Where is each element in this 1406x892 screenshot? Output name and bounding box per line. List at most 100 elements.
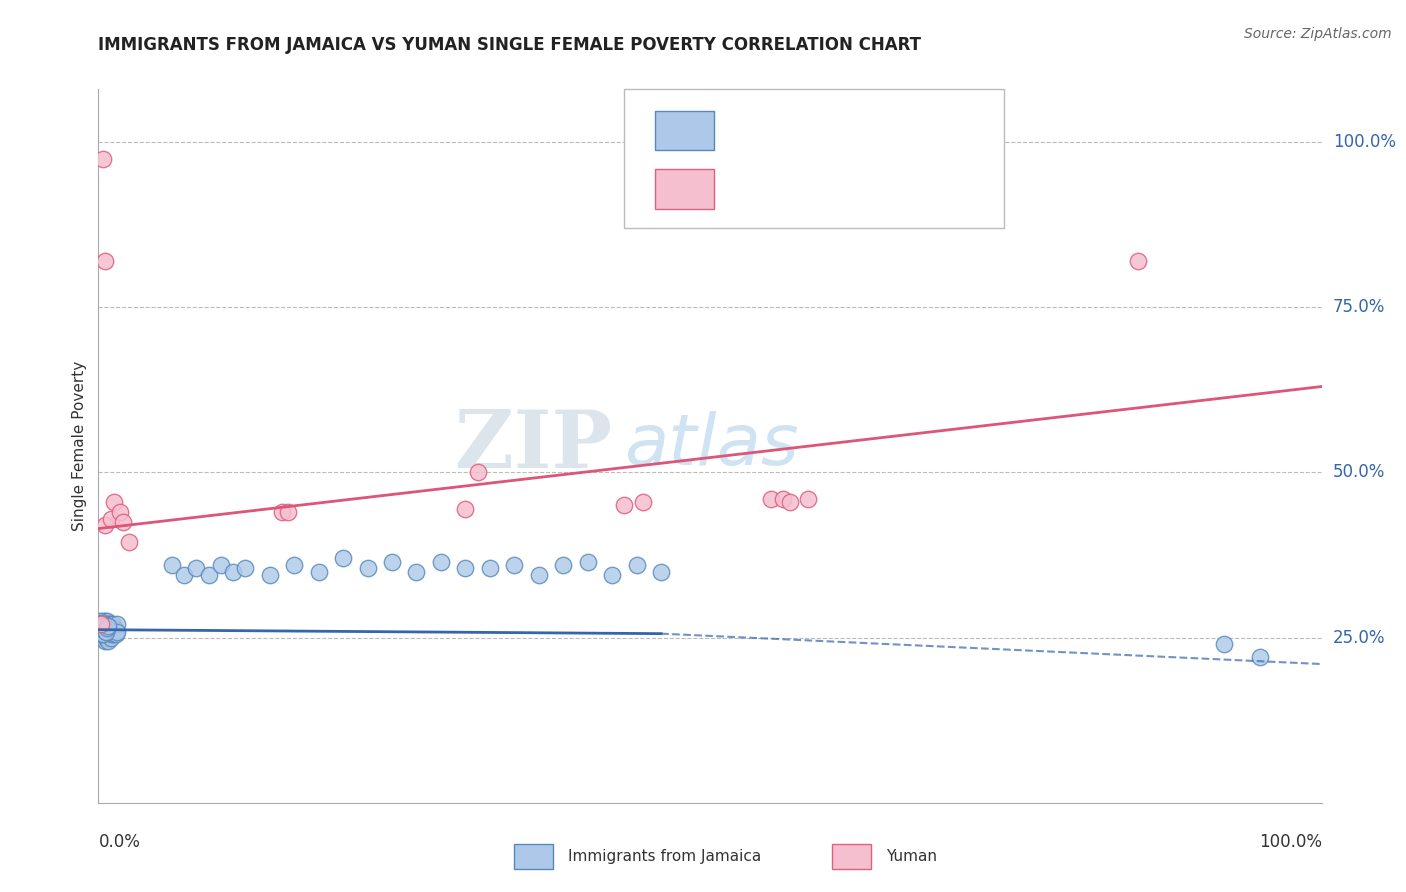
- Point: [101, 624, 124, 638]
- Point: [90, 618, 112, 632]
- Text: Source: ZipAtlas.com: Source: ZipAtlas.com: [1244, 27, 1392, 41]
- Point: [90, 617, 112, 632]
- Point: [118, 534, 141, 549]
- Point: [98, 617, 121, 632]
- Point: [259, 567, 281, 582]
- Point: [103, 621, 125, 635]
- FancyBboxPatch shape: [832, 844, 872, 869]
- Text: ZIP: ZIP: [456, 407, 612, 485]
- Point: [160, 558, 183, 572]
- Point: [356, 561, 378, 575]
- Point: [91, 624, 114, 638]
- Text: IMMIGRANTS FROM JAMAICA VS YUMAN SINGLE FEMALE POVERTY CORRELATION CHART: IMMIGRANTS FROM JAMAICA VS YUMAN SINGLE …: [98, 36, 921, 54]
- Point: [96, 627, 118, 641]
- Point: [101, 621, 124, 635]
- Point: [100, 511, 122, 525]
- Point: [91, 627, 114, 641]
- Point: [93, 254, 115, 268]
- Point: [94, 631, 117, 645]
- Point: [233, 561, 256, 575]
- Point: [91, 623, 114, 637]
- Text: 100.0%: 100.0%: [1333, 133, 1396, 151]
- Point: [91, 152, 114, 166]
- Point: [222, 565, 245, 579]
- Point: [430, 555, 453, 569]
- Text: R = -0.077   N = 86: R = -0.077 N = 86: [728, 121, 918, 139]
- Point: [600, 567, 623, 582]
- Point: [103, 495, 125, 509]
- Point: [94, 624, 117, 638]
- Point: [94, 617, 117, 632]
- Point: [91, 621, 114, 635]
- Point: [779, 495, 801, 509]
- FancyBboxPatch shape: [515, 844, 554, 869]
- Point: [93, 617, 115, 632]
- Point: [93, 614, 115, 628]
- Point: [103, 625, 125, 640]
- Text: 25.0%: 25.0%: [1333, 629, 1385, 647]
- FancyBboxPatch shape: [624, 89, 1004, 228]
- Point: [93, 624, 115, 638]
- Point: [91, 626, 114, 640]
- Point: [91, 627, 114, 641]
- Point: [93, 624, 115, 638]
- Point: [1128, 254, 1150, 268]
- Point: [96, 621, 118, 635]
- Point: [772, 491, 794, 506]
- Point: [104, 627, 127, 641]
- Point: [186, 561, 208, 575]
- Point: [97, 634, 120, 648]
- Point: [97, 621, 120, 635]
- Point: [91, 617, 114, 632]
- Point: [96, 631, 118, 645]
- Point: [503, 558, 526, 572]
- Text: Yuman: Yuman: [886, 849, 938, 863]
- Point: [277, 505, 299, 519]
- Point: [631, 495, 654, 509]
- Point: [89, 614, 111, 628]
- Point: [91, 618, 114, 632]
- Point: [93, 627, 115, 641]
- Point: [111, 515, 134, 529]
- Point: [332, 551, 354, 566]
- Point: [101, 621, 124, 635]
- Point: [1249, 650, 1271, 665]
- Point: [110, 505, 132, 519]
- Point: [101, 627, 124, 641]
- Point: [454, 561, 477, 575]
- Point: [105, 625, 128, 640]
- Point: [100, 617, 122, 632]
- Point: [89, 624, 111, 638]
- Point: [283, 558, 305, 572]
- Point: [270, 505, 294, 519]
- Point: [94, 621, 117, 635]
- Text: 75.0%: 75.0%: [1333, 298, 1385, 317]
- FancyBboxPatch shape: [655, 169, 714, 209]
- Point: [90, 616, 112, 631]
- Point: [197, 567, 219, 582]
- Text: 50.0%: 50.0%: [1333, 464, 1385, 482]
- Point: [94, 625, 117, 640]
- Point: [91, 614, 114, 628]
- FancyBboxPatch shape: [655, 111, 714, 150]
- Point: [96, 614, 118, 628]
- Point: [100, 627, 122, 641]
- Point: [173, 567, 195, 582]
- Point: [761, 491, 783, 506]
- Point: [91, 627, 114, 641]
- Point: [797, 491, 820, 506]
- Y-axis label: Single Female Poverty: Single Female Poverty: [72, 361, 87, 531]
- Text: Immigrants from Jamaica: Immigrants from Jamaica: [568, 849, 762, 863]
- Point: [97, 627, 120, 641]
- Point: [478, 561, 501, 575]
- Point: [98, 627, 121, 641]
- Point: [96, 621, 118, 635]
- Text: atlas: atlas: [624, 411, 799, 481]
- Point: [650, 565, 672, 579]
- Point: [467, 466, 489, 480]
- Point: [576, 555, 599, 569]
- Point: [100, 624, 122, 638]
- Point: [209, 558, 232, 572]
- Point: [90, 621, 112, 635]
- Point: [405, 565, 427, 579]
